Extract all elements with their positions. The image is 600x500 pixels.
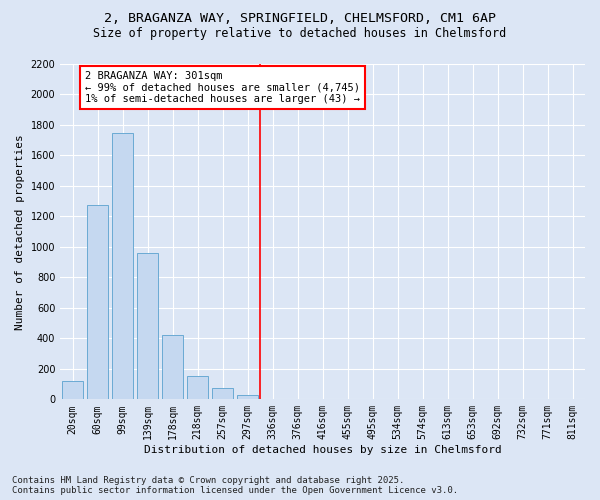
Bar <box>137 253 158 400</box>
Text: Contains HM Land Registry data © Crown copyright and database right 2025.
Contai: Contains HM Land Registry data © Crown c… <box>12 476 458 495</box>
Bar <box>112 132 133 400</box>
Y-axis label: Number of detached properties: Number of detached properties <box>15 134 25 330</box>
Text: Size of property relative to detached houses in Chelmsford: Size of property relative to detached ho… <box>94 28 506 40</box>
Text: 2 BRAGANZA WAY: 301sqm
← 99% of detached houses are smaller (4,745)
1% of semi-d: 2 BRAGANZA WAY: 301sqm ← 99% of detached… <box>85 71 360 104</box>
Bar <box>62 381 83 400</box>
Bar <box>212 388 233 400</box>
Text: 2, BRAGANZA WAY, SPRINGFIELD, CHELMSFORD, CM1 6AP: 2, BRAGANZA WAY, SPRINGFIELD, CHELMSFORD… <box>104 12 496 26</box>
Bar <box>162 336 183 400</box>
Bar <box>187 376 208 400</box>
Bar <box>87 205 108 400</box>
Bar <box>237 395 258 400</box>
X-axis label: Distribution of detached houses by size in Chelmsford: Distribution of detached houses by size … <box>144 445 502 455</box>
